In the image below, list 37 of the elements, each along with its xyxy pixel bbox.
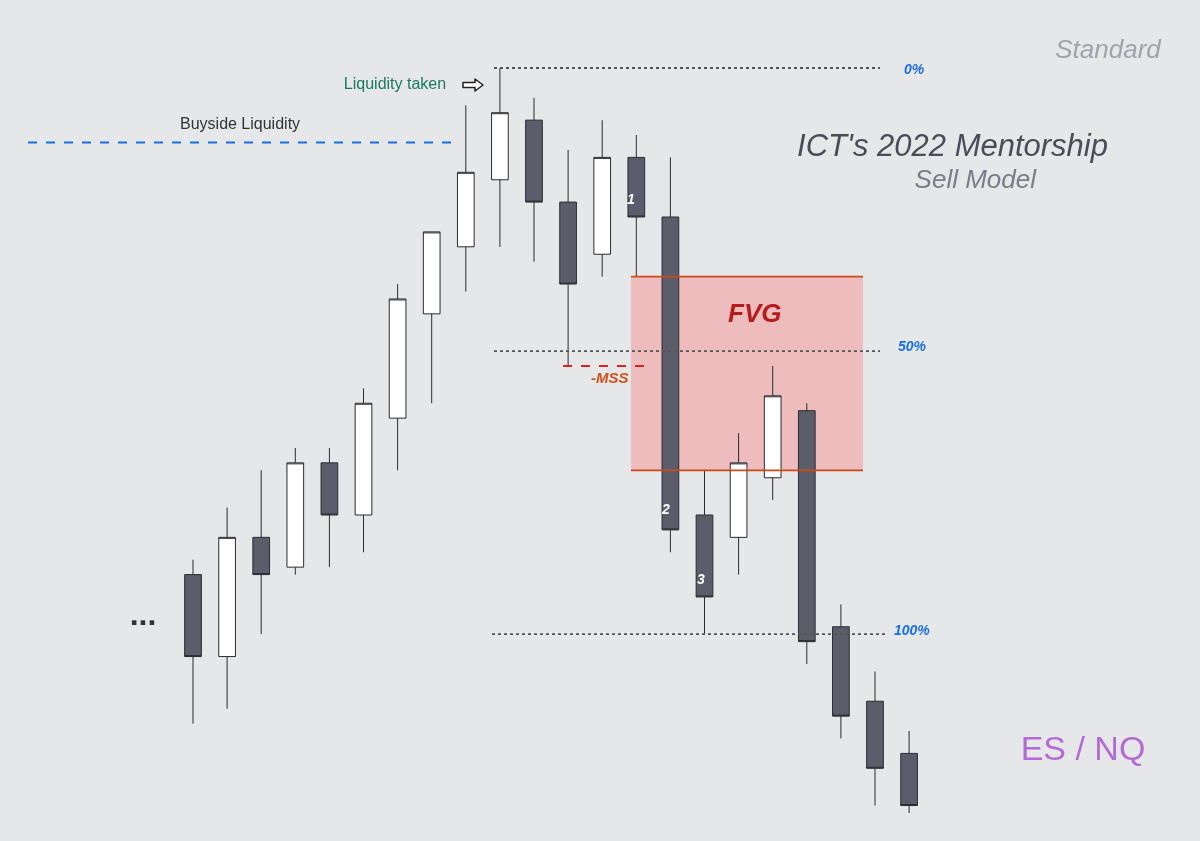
text: ICT's 2022 Mentorship [797,127,1108,163]
candlestick [320,447,339,568]
annotation: Liquidity taken [343,75,447,93]
annotation: 0% [904,61,925,78]
candlestick [559,149,577,367]
candlestick [456,104,475,292]
candlestick [729,432,748,576]
text: Standard [1055,33,1161,64]
candlestick [422,231,441,404]
candlestick [866,670,884,807]
annotation: 3 [697,571,705,588]
candlestick [832,603,850,739]
annotation: 2 [662,501,670,518]
candlestick [661,156,680,553]
candlestick [252,469,271,635]
candlestick [184,559,202,725]
candlestick [525,97,543,263]
candlestick [900,730,918,814]
candlestick [388,283,407,471]
annotation: 100% [894,622,930,639]
annotation: 1 [627,191,635,208]
candlestick [797,402,816,665]
text: Sell Model [914,163,1036,194]
band-label: FVG [728,298,782,328]
candlestick [593,119,612,278]
candlestick [491,67,509,248]
candlestick [695,469,714,635]
annotation: 50% [898,338,927,355]
candlestick [627,134,646,278]
candlestick [354,387,373,553]
text: ... [129,596,157,633]
candlestick [286,447,305,576]
candlestick [218,507,236,710]
candlestick [763,365,782,501]
text: ES / NQ [1020,729,1146,768]
ref-line-label: -MSS [591,369,629,386]
ref-line-label: Buyside Liquidity [180,115,301,132]
